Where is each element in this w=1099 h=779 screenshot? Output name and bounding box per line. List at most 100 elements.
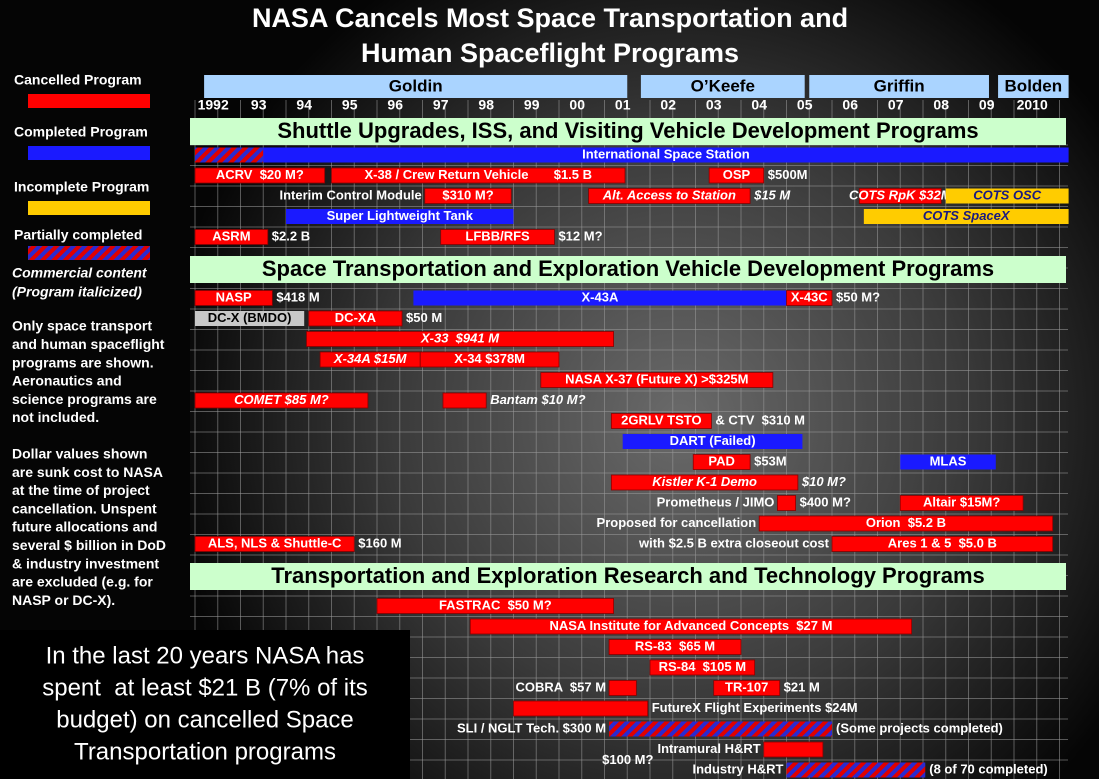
note-line: Only space transport [12,318,152,334]
program-bar [263,147,1069,163]
legend-label: Incomplete Program [14,179,149,195]
legend-label: Completed Program [14,124,148,140]
program-note: $418 M [276,289,319,304]
program-bar [777,495,797,511]
era-box [640,75,805,98]
program-bar [588,188,751,204]
program-label: COTS RpK $32M [849,187,953,202]
program-bar [831,536,1054,552]
program-bar [622,434,803,449]
program-prefix: Proposed for cancellation [597,515,757,530]
program-bar [900,454,996,470]
year-label: 95 [342,97,358,113]
era-name: Bolden [1005,76,1063,95]
program-bar [440,229,555,245]
program-bar [540,372,774,388]
program-label: ACRV $20 M? [216,167,304,182]
note-line: & industry investment [12,555,159,571]
program-label: OSP [723,167,751,182]
note-line: are excluded (e.g. for [12,574,153,590]
program-label: X-33 $941 M [420,330,500,345]
program-note: & CTV $310 M [715,412,805,427]
program-label: PAD [708,453,734,468]
note-line: Dollar values shown [12,446,147,462]
program-bar [763,741,824,758]
note-line: and human spaceflight [12,336,165,352]
year-label: 96 [387,97,403,113]
program-bar [708,167,765,184]
program-bar [331,167,626,184]
program-bar [513,700,649,717]
note-line: not included. [12,409,99,425]
program-prefix: SLI / NGLT Tech. $300 M [457,720,606,735]
program-bar [713,680,781,696]
legend-swatch [28,94,150,108]
program-label: International Space Station [582,146,750,161]
title: NASA Cancels Most Space Transportation a… [252,3,848,33]
note-line: are sunk cost to NASA [12,464,163,480]
summary-box [0,630,410,779]
year-label: 00 [569,97,585,113]
program-note: $400 M? [800,494,851,509]
program-note: $50 M? [836,289,880,304]
program-note: $12 M? [558,228,602,243]
program-note: $2.2 B [272,228,310,243]
program-note: $53M [754,453,787,468]
program-bar [608,639,742,655]
program-bar [308,310,403,327]
program-note: $21 M [784,679,820,694]
program-bar [786,762,926,778]
program-note: (Some projects completed) [836,720,1003,735]
program-note: $500M [768,167,808,182]
program-bar [424,188,512,204]
year-label: 08 [933,97,949,113]
program-bar [899,495,1024,511]
program-label: X-38 / Crew Return Vehicle $1.5 B [364,167,592,182]
era-name: Goldin [389,76,443,95]
program-note: $15 M [753,187,791,202]
program-aside: $100 M? [602,752,653,767]
program-prefix: Intramural H&RT [657,741,760,756]
program-note: $160 M [358,535,401,550]
program-label: X-43A [582,289,619,304]
program-bar [609,721,832,737]
note-line: NASP or DC-X). [12,592,115,608]
year-label: 03 [706,97,722,113]
legend-swatch [28,246,150,260]
program-bar [610,474,799,491]
program-bar [195,147,264,163]
program-note: $50 M [406,310,442,325]
year-label: 97 [433,97,449,113]
program-bar [194,167,326,184]
program-label: DC-X (BMDO) [208,310,292,325]
program-label: DART (Failed) [670,433,756,448]
summary-line: spent at least $21 B (7% of its [42,674,368,701]
legend-swatch [28,201,150,215]
year-label: 02 [660,97,676,113]
program-label: X-34 $378M [454,351,525,366]
program-bar [194,392,369,409]
year-label: 93 [251,97,267,113]
year-label: 06 [842,97,858,113]
program-note: FutureX Flight Experiments $24M [652,700,858,715]
program-label: Orion $5.2 B [866,515,946,530]
era-name: Griffin [874,76,925,95]
year-label: 99 [524,97,540,113]
section-title: Shuttle Upgrades, ISS, and Visiting Vehi… [277,118,978,143]
program-note: $10 M? [801,474,846,489]
legend-label: Cancelled Program [14,72,142,88]
year-label: 01 [615,97,631,113]
note-line: at the time of project [12,482,150,498]
program-label: RS-84 $105 M [659,659,746,674]
era-box [809,75,989,98]
program-bar [306,331,615,347]
note-line: programs are shown. [12,354,154,370]
program-prefix: with $2.5 B extra closeout cost [638,535,830,550]
program-label: Alt. Access to Station [602,187,736,202]
program-label: Altair $15M? [923,494,1000,509]
program-label: NASA X-37 (Future X) >$325M [565,371,748,386]
program-prefix: Industry H&RT [693,761,784,776]
era-name: O’Keefe [691,76,755,95]
program-bar [608,680,637,696]
